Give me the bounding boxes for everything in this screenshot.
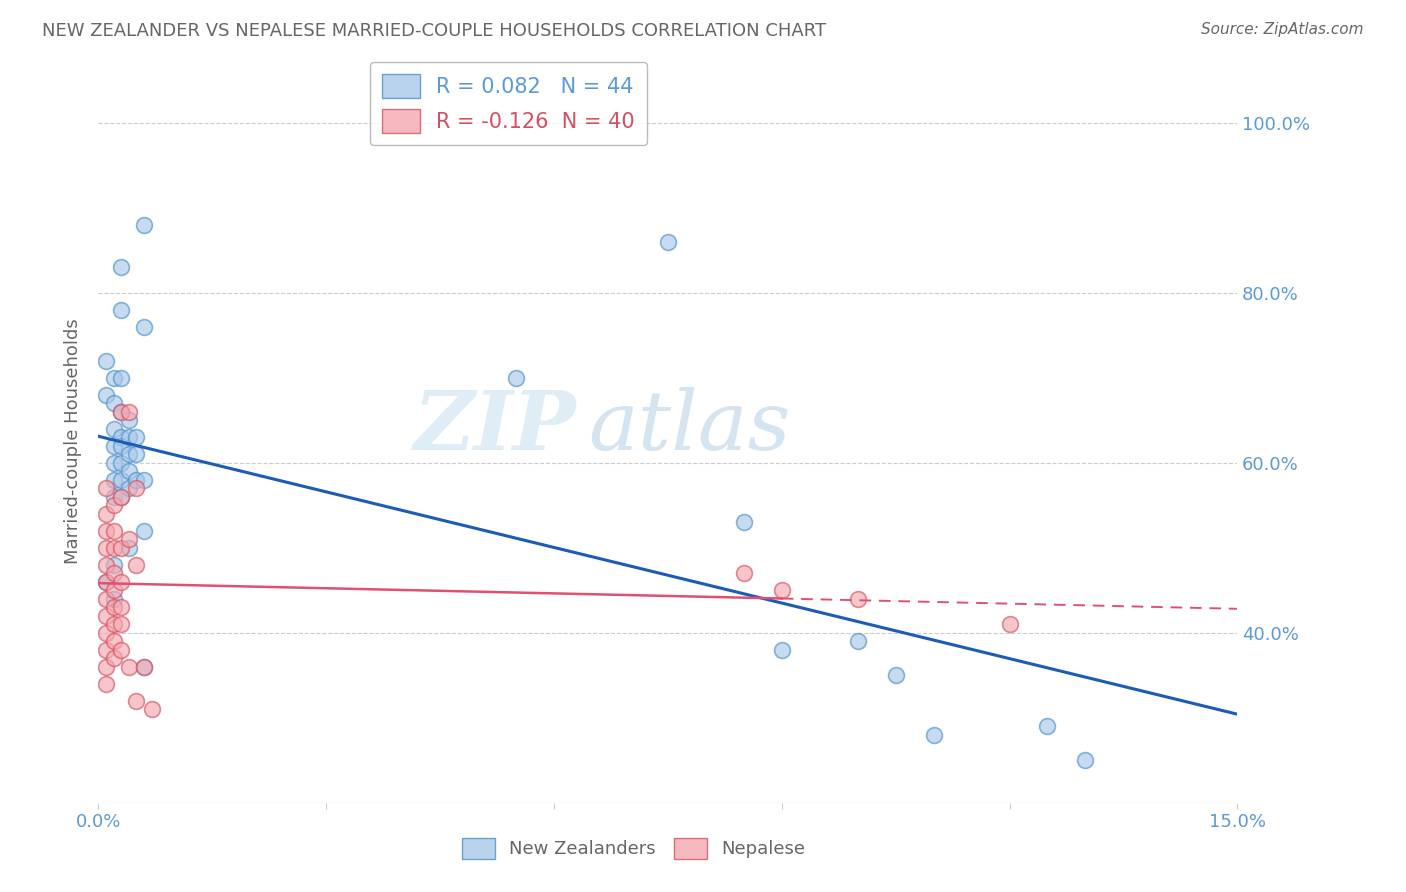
Point xyxy=(505,371,527,385)
Text: Source: ZipAtlas.com: Source: ZipAtlas.com xyxy=(1201,22,1364,37)
Point xyxy=(884,668,907,682)
Point xyxy=(103,396,125,410)
Y-axis label: Married-couple Households: Married-couple Households xyxy=(63,318,82,565)
Point xyxy=(110,490,132,504)
Point xyxy=(94,481,117,495)
Point xyxy=(125,481,148,495)
Point xyxy=(94,524,117,538)
Point xyxy=(118,481,141,495)
Point xyxy=(118,405,141,419)
Point xyxy=(141,702,163,716)
Point xyxy=(103,498,125,512)
Point xyxy=(94,574,117,589)
Point xyxy=(770,583,793,598)
Point xyxy=(733,566,755,581)
Point xyxy=(94,625,117,640)
Point xyxy=(125,473,148,487)
Point xyxy=(110,430,132,444)
Legend: New Zealanders, Nepalese: New Zealanders, Nepalese xyxy=(456,830,813,866)
Point xyxy=(103,490,125,504)
Point xyxy=(132,319,155,334)
Point xyxy=(103,456,125,470)
Point xyxy=(125,558,148,572)
Point xyxy=(132,660,155,674)
Point xyxy=(94,353,117,368)
Point xyxy=(846,591,869,606)
Point xyxy=(103,439,125,453)
Text: ZIP: ZIP xyxy=(415,387,576,467)
Point xyxy=(94,608,117,623)
Point xyxy=(94,558,117,572)
Point xyxy=(94,591,117,606)
Point xyxy=(103,566,125,581)
Point xyxy=(132,524,155,538)
Point xyxy=(132,473,155,487)
Point xyxy=(94,574,117,589)
Point xyxy=(125,694,148,708)
Point xyxy=(103,558,125,572)
Point xyxy=(103,541,125,555)
Point xyxy=(103,617,125,632)
Point xyxy=(94,388,117,402)
Point xyxy=(94,677,117,691)
Point xyxy=(118,541,141,555)
Point xyxy=(118,533,141,547)
Point xyxy=(94,507,117,521)
Text: atlas: atlas xyxy=(588,387,790,467)
Point xyxy=(733,516,755,530)
Point xyxy=(110,574,132,589)
Point xyxy=(94,660,117,674)
Point xyxy=(110,456,132,470)
Point xyxy=(103,591,125,606)
Text: NEW ZEALANDER VS NEPALESE MARRIED-COUPLE HOUSEHOLDS CORRELATION CHART: NEW ZEALANDER VS NEPALESE MARRIED-COUPLE… xyxy=(42,22,827,40)
Point xyxy=(103,651,125,665)
Point xyxy=(1036,719,1059,733)
Point xyxy=(1074,753,1097,767)
Point xyxy=(125,447,148,461)
Point xyxy=(657,235,679,249)
Point xyxy=(118,447,141,461)
Point xyxy=(94,642,117,657)
Point xyxy=(110,490,132,504)
Point xyxy=(998,617,1021,632)
Point xyxy=(103,473,125,487)
Point xyxy=(110,642,132,657)
Point xyxy=(110,302,132,317)
Point xyxy=(103,600,125,615)
Point xyxy=(103,371,125,385)
Point xyxy=(922,728,945,742)
Point xyxy=(103,583,125,598)
Point xyxy=(103,634,125,648)
Point xyxy=(94,541,117,555)
Point xyxy=(118,413,141,427)
Point xyxy=(132,218,155,232)
Point xyxy=(125,430,148,444)
Point xyxy=(118,660,141,674)
Point xyxy=(103,524,125,538)
Point xyxy=(110,617,132,632)
Point xyxy=(846,634,869,648)
Point xyxy=(110,405,132,419)
Point xyxy=(132,660,155,674)
Point xyxy=(110,600,132,615)
Point xyxy=(118,464,141,478)
Point xyxy=(110,439,132,453)
Point xyxy=(110,473,132,487)
Point xyxy=(770,642,793,657)
Point xyxy=(118,430,141,444)
Point xyxy=(103,422,125,436)
Point xyxy=(110,260,132,275)
Point xyxy=(110,371,132,385)
Point xyxy=(110,405,132,419)
Point xyxy=(110,541,132,555)
